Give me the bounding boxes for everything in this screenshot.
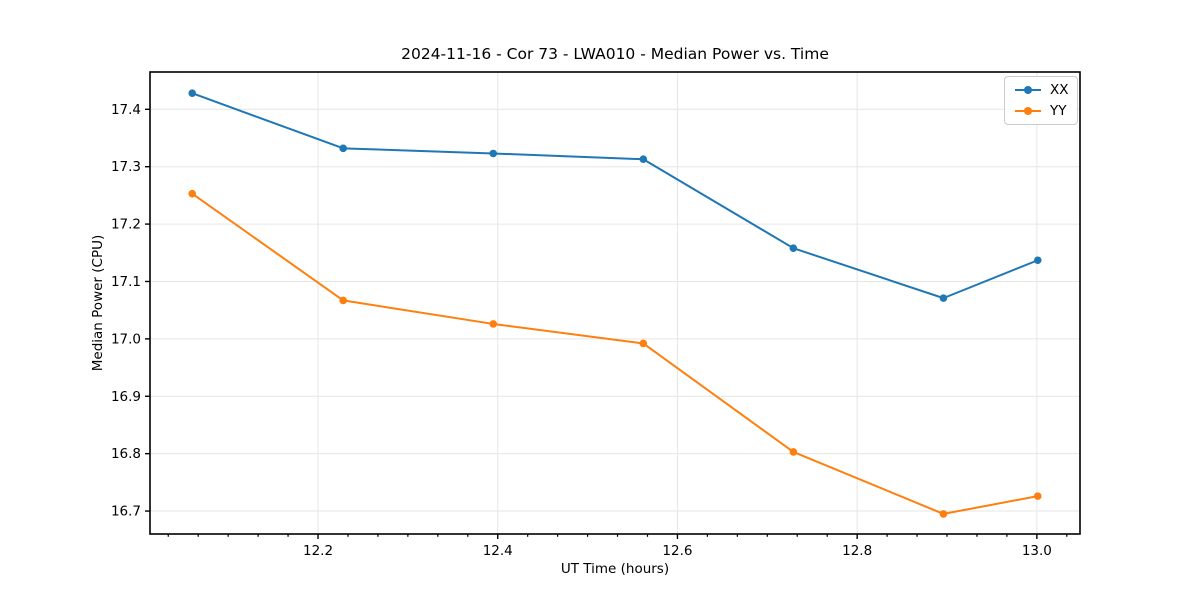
x-tick-label: 12.4 <box>483 543 513 559</box>
x-axis-label: UT Time (hours) <box>560 561 670 577</box>
series-line-yy <box>191 192 1039 515</box>
data-point-xx <box>489 149 498 158</box>
data-point-xx <box>339 144 347 153</box>
legend-label-yy: YY <box>1050 103 1067 119</box>
series-line-xx <box>191 92 1039 300</box>
legend-line-marker-xx-icon <box>1015 86 1041 94</box>
data-point-xx <box>188 89 197 98</box>
y-tick-label: 17.2 <box>111 217 141 233</box>
data-point-yy <box>789 448 798 456</box>
legend-line-marker-yy-icon <box>1015 107 1041 115</box>
y-tick-label: 17.1 <box>111 274 141 290</box>
data-point-yy <box>188 189 197 198</box>
data-point-yy <box>489 320 498 328</box>
data-point-yy <box>1033 492 1042 500</box>
x-tick-label: 12.8 <box>842 543 872 559</box>
chart-title: 2024-11-16 - Cor 73 - LWA010 - Median Po… <box>401 45 829 63</box>
data-point-yy <box>339 296 347 305</box>
x-tick-label: 12.2 <box>303 543 333 559</box>
y-axis-label: Median Power (CPU) <box>90 234 106 372</box>
legend: XX YY <box>1004 76 1078 125</box>
y-tick-label: 17.3 <box>111 159 141 175</box>
y-tick-label: 16.8 <box>111 446 141 462</box>
y-tick-label: 17.4 <box>111 102 141 118</box>
x-tick-label: 12.6 <box>662 543 692 559</box>
y-tick-label: 17.0 <box>111 331 141 347</box>
y-tick-label: 16.9 <box>111 389 141 405</box>
data-point-xx <box>1033 256 1042 265</box>
data-point-yy <box>939 510 948 518</box>
legend-item-yy: YY <box>1013 102 1069 120</box>
legend-item-xx: XX <box>1013 81 1069 99</box>
axes-spines <box>149 71 1081 535</box>
legend-label-xx: XX <box>1050 82 1069 98</box>
data-point-xx <box>939 294 948 302</box>
data-point-xx <box>789 244 798 252</box>
data-point-xx <box>639 155 648 164</box>
data-point-yy <box>639 339 648 348</box>
x-tick-label: 13.0 <box>1022 543 1052 559</box>
y-tick-label: 16.7 <box>111 504 141 520</box>
